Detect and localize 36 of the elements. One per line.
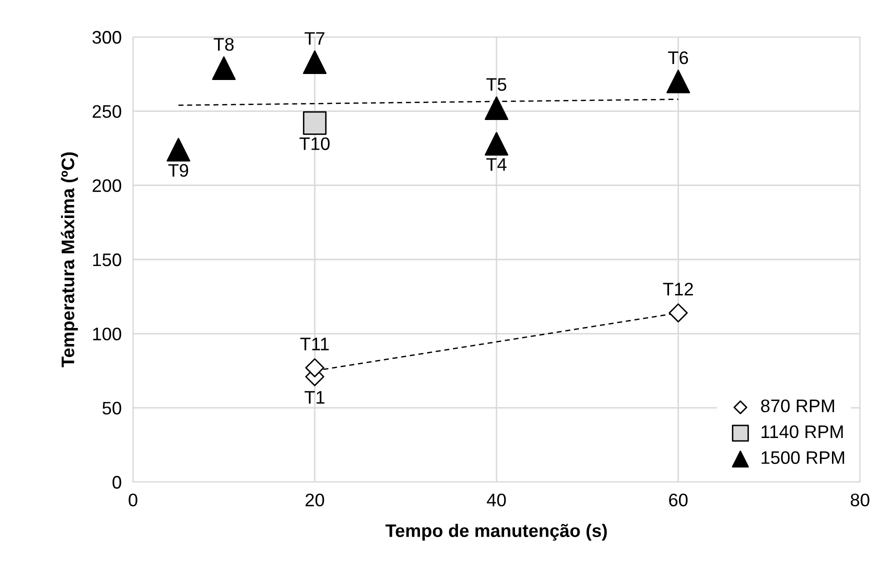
x-tick-label: 0 xyxy=(128,494,138,506)
y-tick-label: 150 xyxy=(93,253,122,266)
annotation: T8 xyxy=(214,38,234,51)
y-axis-title: Temperatura Máxima (ºC) xyxy=(60,152,78,368)
point xyxy=(302,111,327,135)
point xyxy=(484,132,508,156)
point xyxy=(302,50,327,74)
annotation: T5 xyxy=(486,78,506,91)
x-tick-label: 80 xyxy=(850,494,870,506)
y-tick-label: 250 xyxy=(92,105,122,118)
point xyxy=(666,70,690,94)
y-tick-label: 100 xyxy=(93,328,122,340)
point xyxy=(484,96,508,120)
point xyxy=(166,138,190,162)
annotation: T7 xyxy=(304,32,324,45)
x-axis-title: Tempo de manutenção (s) xyxy=(386,524,607,541)
legend-label: 1500 RPM xyxy=(762,451,844,464)
annotation: T12 xyxy=(663,282,693,296)
annotation: T10 xyxy=(300,137,330,150)
x-tick-label: 40 xyxy=(486,494,506,506)
annotation: T6 xyxy=(668,51,688,64)
annotation: T11 xyxy=(300,338,329,350)
point xyxy=(668,303,688,322)
legend-label: 1140 RPM xyxy=(762,425,843,438)
annotation: T4 xyxy=(486,158,507,171)
y-tick-label: 200 xyxy=(92,179,122,192)
y-tick-label: 0 xyxy=(112,476,122,489)
y-tick-label: 50 xyxy=(102,402,122,415)
point xyxy=(305,358,324,378)
annotation: T9 xyxy=(168,164,188,177)
x-tick-label: 20 xyxy=(306,494,324,506)
point xyxy=(212,56,236,80)
x-tick-label: 60 xyxy=(669,494,688,506)
annotation: T1 xyxy=(304,391,324,404)
y-tick-label: 300 xyxy=(92,30,122,44)
legend-label: 870 RPM xyxy=(761,399,834,412)
